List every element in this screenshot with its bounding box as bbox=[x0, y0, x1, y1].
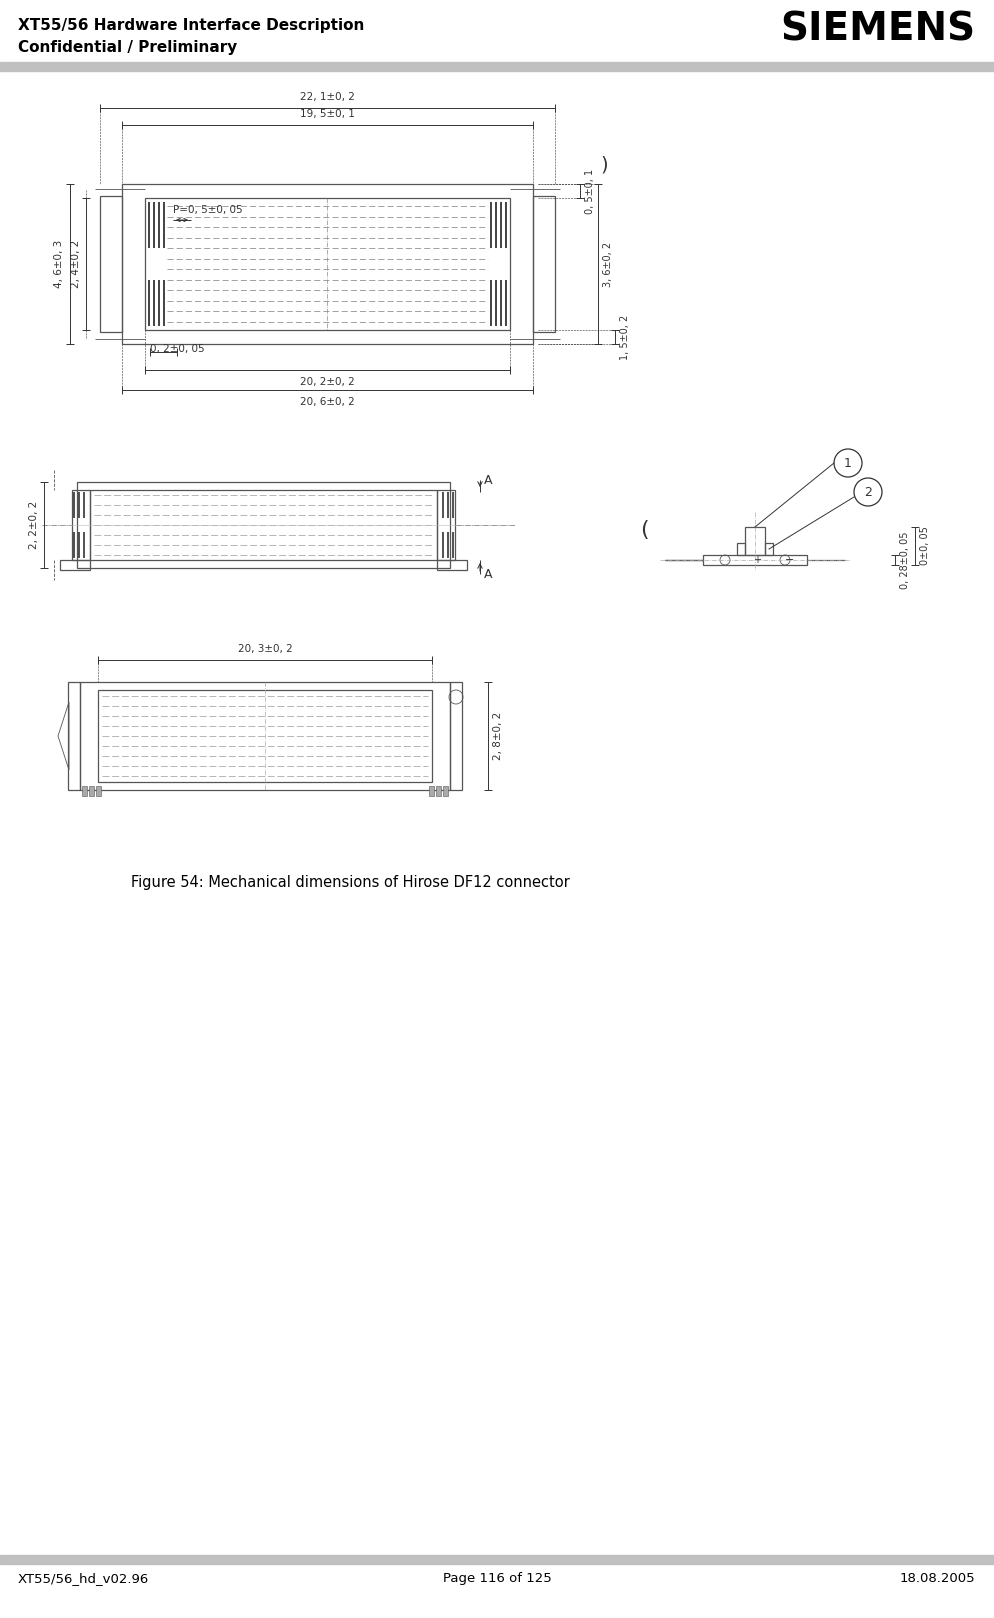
Text: XT55/56 Hardware Interface Description: XT55/56 Hardware Interface Description bbox=[18, 18, 364, 32]
Text: 0±0, 05: 0±0, 05 bbox=[919, 526, 929, 565]
Text: −: − bbox=[784, 555, 794, 565]
Text: Page 116 of 125: Page 116 of 125 bbox=[442, 1573, 551, 1586]
Bar bbox=[428, 786, 433, 796]
Bar bbox=[145, 197, 510, 330]
Text: 22, 1±0, 2: 22, 1±0, 2 bbox=[300, 92, 355, 102]
Text: 2: 2 bbox=[863, 485, 871, 498]
Bar bbox=[436, 560, 466, 570]
Bar bbox=[95, 786, 101, 796]
Text: 0, 5±0, 1: 0, 5±0, 1 bbox=[584, 168, 594, 214]
Text: A: A bbox=[483, 474, 492, 487]
Bar bbox=[72, 490, 89, 560]
Text: 1, 5±0, 2: 1, 5±0, 2 bbox=[619, 314, 629, 359]
Bar bbox=[442, 786, 447, 796]
Text: 0, 28±0, 05: 0, 28±0, 05 bbox=[900, 531, 910, 589]
Text: Figure 54: Mechanical dimensions of Hirose DF12 connector: Figure 54: Mechanical dimensions of Hiro… bbox=[130, 875, 569, 890]
Bar bbox=[97, 689, 431, 781]
Text: ): ) bbox=[599, 155, 607, 175]
Text: 2, 2±0, 2: 2, 2±0, 2 bbox=[29, 502, 39, 549]
Bar bbox=[122, 184, 533, 345]
Bar bbox=[82, 786, 86, 796]
Text: 2, 4±0, 2: 2, 4±0, 2 bbox=[71, 239, 81, 288]
Text: (: ( bbox=[639, 519, 648, 540]
Bar bbox=[533, 196, 555, 332]
Text: 20, 6±0, 2: 20, 6±0, 2 bbox=[300, 396, 355, 408]
Bar bbox=[60, 560, 89, 570]
Bar bbox=[88, 786, 93, 796]
Bar bbox=[77, 482, 449, 568]
Text: XT55/56_hd_v02.96: XT55/56_hd_v02.96 bbox=[18, 1573, 149, 1586]
Bar bbox=[764, 544, 772, 555]
Bar bbox=[89, 490, 436, 560]
Bar bbox=[80, 683, 449, 790]
Text: SIEMENS: SIEMENS bbox=[779, 10, 974, 49]
Bar bbox=[703, 555, 806, 565]
Bar bbox=[745, 527, 764, 555]
Bar bbox=[737, 544, 745, 555]
Text: 3, 6±0, 2: 3, 6±0, 2 bbox=[602, 241, 612, 286]
Text: 0, 2±0, 05: 0, 2±0, 05 bbox=[150, 345, 205, 354]
Text: 20, 2±0, 2: 20, 2±0, 2 bbox=[300, 377, 355, 387]
Text: 18.08.2005: 18.08.2005 bbox=[899, 1573, 974, 1586]
Bar bbox=[0, 61, 994, 71]
Bar bbox=[436, 490, 454, 560]
Text: 20, 3±0, 2: 20, 3±0, 2 bbox=[238, 644, 292, 654]
Text: +: + bbox=[752, 555, 760, 565]
Text: A: A bbox=[483, 568, 492, 581]
Text: 2, 8±0, 2: 2, 8±0, 2 bbox=[492, 712, 503, 760]
Text: Confidential / Preliminary: Confidential / Preliminary bbox=[18, 40, 237, 55]
Bar bbox=[100, 196, 122, 332]
Text: 4, 6±0, 3: 4, 6±0, 3 bbox=[54, 239, 64, 288]
Text: 19, 5±0, 1: 19, 5±0, 1 bbox=[300, 108, 355, 120]
Bar bbox=[435, 786, 440, 796]
Bar bbox=[0, 1555, 994, 1565]
Text: 1: 1 bbox=[843, 456, 851, 469]
Text: P=0, 5±0, 05: P=0, 5±0, 05 bbox=[173, 205, 243, 215]
Bar bbox=[449, 683, 461, 790]
Bar bbox=[68, 683, 80, 790]
